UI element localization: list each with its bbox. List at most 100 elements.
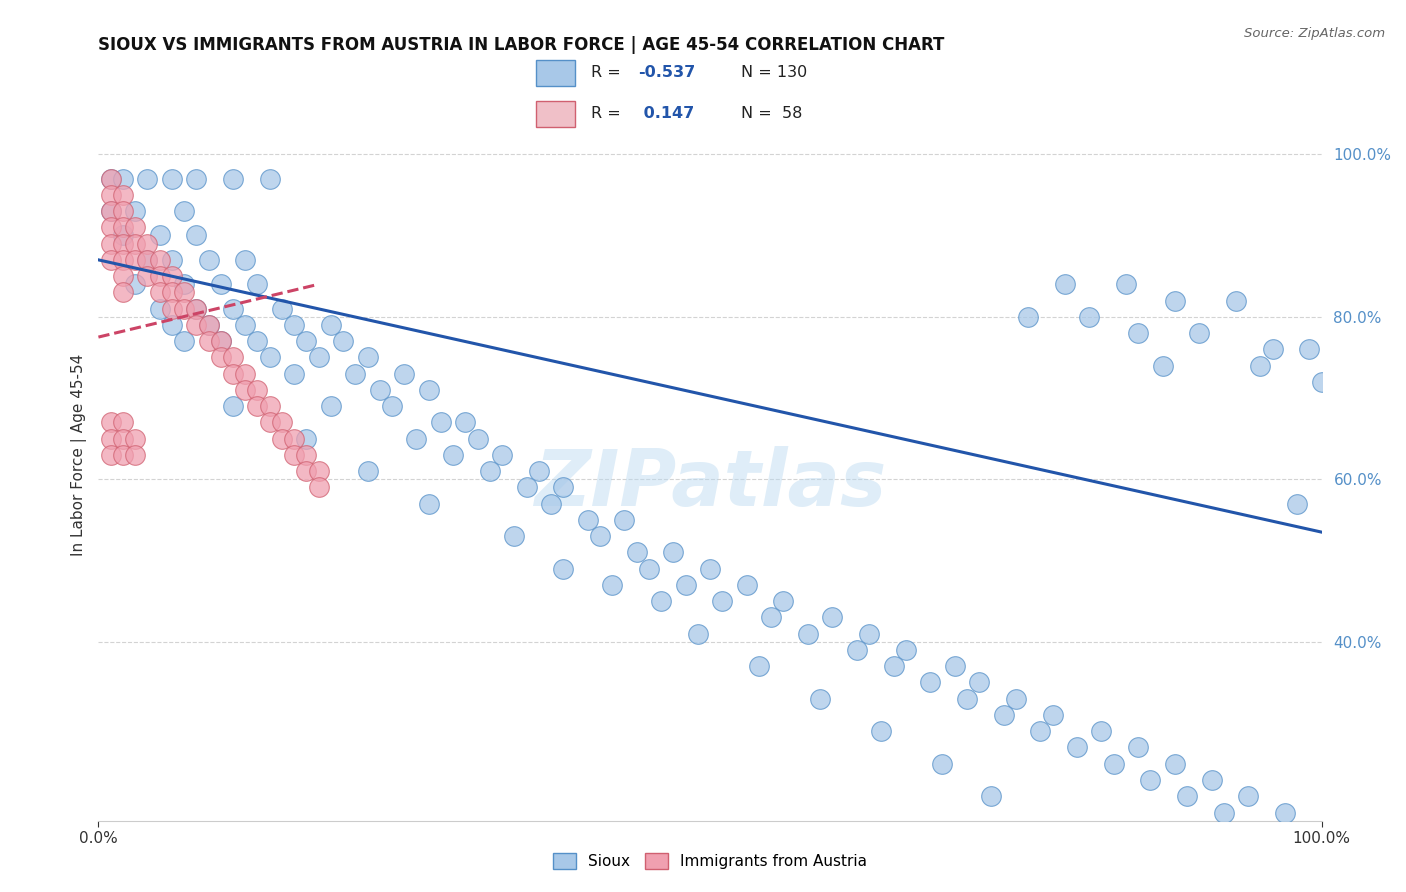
Point: [1066, 740, 1088, 755]
Point: [111, 252, 134, 267]
Point: [1201, 772, 1223, 787]
Point: [124, 252, 146, 267]
Point: [808, 691, 831, 706]
Point: [491, 448, 513, 462]
Point: [430, 416, 453, 430]
Point: [295, 432, 318, 446]
Point: [111, 285, 134, 300]
Point: [883, 659, 905, 673]
Point: [186, 318, 208, 332]
Point: [160, 252, 183, 267]
Point: [149, 228, 172, 243]
Point: [100, 171, 122, 186]
Point: [233, 252, 256, 267]
Point: [209, 334, 232, 348]
Point: [589, 529, 612, 543]
Point: [100, 220, 122, 235]
Point: [405, 432, 427, 446]
Point: [186, 301, 208, 316]
Point: [124, 432, 146, 446]
Point: [124, 448, 146, 462]
Point: [662, 545, 685, 559]
Text: Source: ZipAtlas.com: Source: ZipAtlas.com: [1244, 27, 1385, 40]
Point: [160, 171, 183, 186]
Point: [100, 236, 122, 251]
Point: [111, 269, 134, 284]
Point: [454, 416, 477, 430]
Point: [222, 171, 245, 186]
Point: [149, 269, 172, 284]
Point: [246, 383, 269, 397]
Point: [467, 432, 489, 446]
Point: [1164, 293, 1187, 308]
Point: [186, 228, 208, 243]
Point: [222, 301, 245, 316]
Point: [100, 171, 122, 186]
Point: [1090, 724, 1112, 739]
Text: ZIPatlas: ZIPatlas: [534, 446, 886, 522]
Point: [441, 448, 464, 462]
Point: [920, 675, 942, 690]
Point: [173, 277, 195, 292]
Point: [319, 399, 342, 413]
Point: [1261, 343, 1284, 357]
Point: [111, 236, 134, 251]
Point: [233, 383, 256, 397]
Point: [980, 789, 1002, 804]
Text: N = 130: N = 130: [741, 65, 807, 80]
Point: [870, 724, 893, 739]
Point: [858, 626, 880, 640]
Point: [1249, 359, 1271, 373]
Point: [111, 171, 134, 186]
Point: [553, 480, 575, 494]
Point: [136, 269, 159, 284]
Text: 0.147: 0.147: [638, 106, 695, 121]
Point: [283, 432, 305, 446]
Point: [332, 334, 354, 348]
Point: [894, 643, 917, 657]
Legend: Sioux, Immigrants from Austria: Sioux, Immigrants from Austria: [547, 847, 873, 875]
Point: [748, 659, 770, 673]
Point: [319, 318, 342, 332]
Point: [111, 228, 134, 243]
Text: -0.537: -0.537: [638, 65, 696, 80]
Text: R =: R =: [591, 106, 626, 121]
Y-axis label: In Labor Force | Age 45-54: In Labor Force | Age 45-54: [72, 354, 87, 556]
Point: [418, 383, 440, 397]
Point: [711, 594, 734, 608]
Point: [222, 399, 245, 413]
Text: SIOUX VS IMMIGRANTS FROM AUSTRIA IN LABOR FORCE | AGE 45-54 CORRELATION CHART: SIOUX VS IMMIGRANTS FROM AUSTRIA IN LABO…: [98, 36, 945, 54]
Point: [136, 252, 159, 267]
Point: [1053, 277, 1076, 292]
Point: [259, 351, 281, 365]
Point: [124, 220, 146, 235]
Point: [1175, 789, 1198, 804]
Point: [100, 416, 122, 430]
Point: [686, 626, 709, 640]
Point: [197, 318, 219, 332]
Point: [209, 351, 232, 365]
Point: [136, 252, 159, 267]
Point: [344, 367, 367, 381]
Point: [295, 334, 318, 348]
Point: [111, 187, 134, 202]
Point: [259, 416, 281, 430]
Point: [149, 252, 172, 267]
Point: [993, 708, 1015, 723]
Point: [197, 318, 219, 332]
Point: [222, 367, 245, 381]
Point: [136, 171, 159, 186]
FancyBboxPatch shape: [536, 101, 575, 127]
Point: [100, 432, 122, 446]
Point: [246, 334, 269, 348]
Point: [111, 448, 134, 462]
Point: [160, 318, 183, 332]
Point: [308, 480, 330, 494]
Point: [136, 236, 159, 251]
Point: [246, 399, 269, 413]
Point: [540, 497, 562, 511]
Point: [259, 171, 281, 186]
Point: [956, 691, 979, 706]
Point: [368, 383, 391, 397]
Point: [1225, 293, 1247, 308]
